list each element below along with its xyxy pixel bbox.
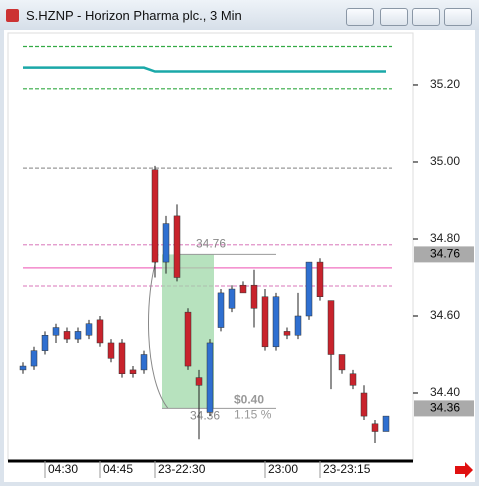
y-tick-label: 34.60 [430,308,460,322]
candle-body [206,342,214,413]
price-label-box [414,246,474,263]
measure-end-label: 34.36 [190,409,220,423]
close-button[interactable] [444,8,472,26]
candle-body [63,331,71,340]
candle-body [338,354,346,371]
candle-body [85,323,93,336]
minimize-button[interactable] [380,8,408,26]
candle-body [173,215,181,278]
price-label-box [414,400,474,417]
candle-body [184,311,192,367]
x-tick-label: 23-22:30 [158,462,206,476]
price-label: 34.36 [430,401,460,415]
candle-body [382,415,390,432]
candle-body [272,296,280,348]
candle-body [96,319,104,344]
scroll-arrow[interactable] [455,462,473,478]
candle-body [349,373,357,386]
x-tick-label: 23-23:15 [323,462,371,476]
candle-body [261,296,269,348]
chart-background [4,30,475,482]
x-tick-label: 04:30 [48,462,78,476]
window-title: S.HZNP - Horizon Pharma plc., 3 Min [26,8,242,23]
candle-body [283,331,291,336]
candle-body [30,350,38,367]
candle-body [162,223,170,263]
y-tick-label: 34.80 [430,231,460,245]
candle-body [107,342,115,359]
x-tick-label: 23:00 [268,462,298,476]
candle-body [305,261,313,317]
candle-body [52,327,60,336]
candle-body [371,423,379,432]
measure-percent: 1.15 % [234,408,272,422]
candle-body [316,261,324,297]
candle-body [74,331,82,340]
candle-body [360,392,368,417]
candle-body [118,342,126,375]
candle-body [195,377,203,386]
x-tick-label: 04:45 [103,462,133,476]
y-tick-label: 35.20 [430,77,460,91]
candle-body [228,288,236,309]
candle-body [217,292,225,328]
measure-start-label: 34.76 [196,237,226,251]
candle-body [19,365,27,371]
price-label: 34.76 [430,247,460,261]
maximize-button[interactable] [412,8,440,26]
candle-body [129,369,137,375]
indicator-line [23,66,386,73]
candle-body [140,354,148,371]
measure-change: $0.40 [234,393,264,407]
y-tick-label: 34.40 [430,385,460,399]
candle-body [41,334,49,351]
candle-body [239,284,247,294]
candle-body [327,300,335,355]
title-bar: S.HZNP - Horizon Pharma plc., 3 Min [0,0,479,30]
measure-curve [148,254,169,409]
y-tick-label: 35.00 [430,154,460,168]
candle-body [250,284,258,309]
app-icon [6,9,19,22]
candle-body [294,315,302,336]
candle-body [151,169,159,263]
link-button[interactable] [346,8,374,26]
